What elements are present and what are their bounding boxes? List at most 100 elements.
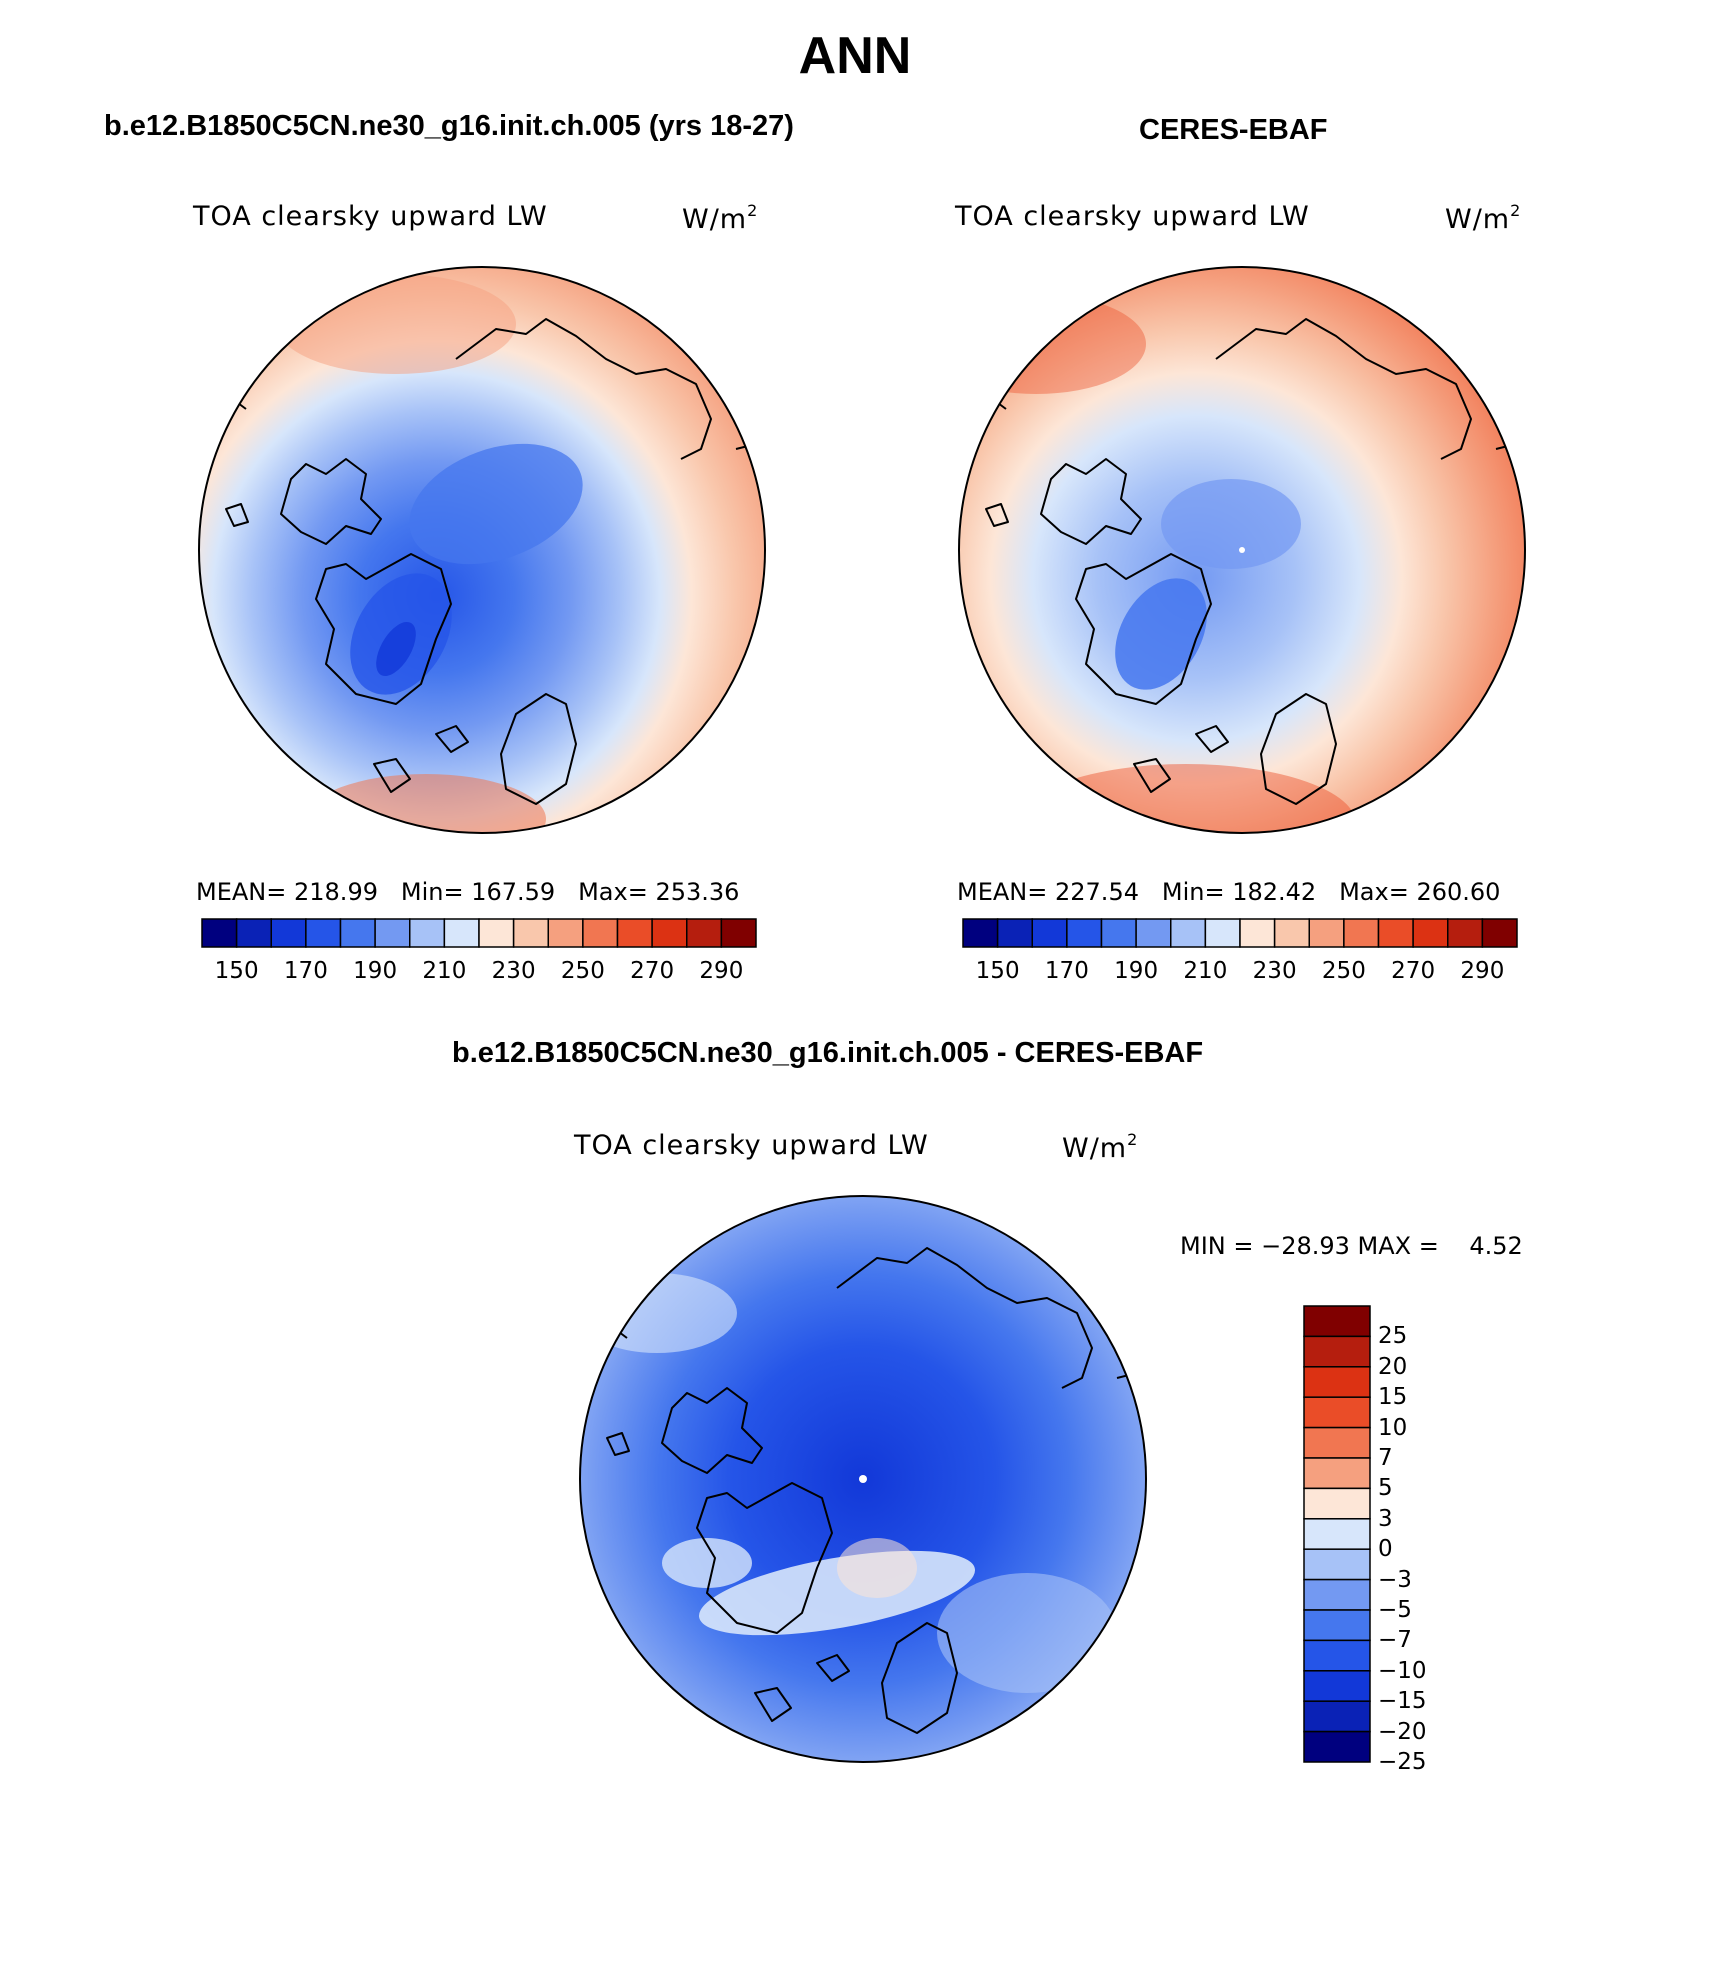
diff-colorbar	[1303, 1305, 1371, 1763]
colorbar-tick-label: −10	[1378, 1657, 1427, 1684]
colorbar-tick-label: 170	[283, 958, 328, 984]
colorbar-swatch	[1303, 1518, 1371, 1550]
colorbar-swatch	[582, 918, 619, 948]
colorbar-swatch	[1412, 918, 1449, 948]
diff-variable: TOA clearsky upward LW	[574, 1130, 929, 1161]
colorbar-tick-label: 270	[1391, 958, 1436, 984]
colorbar-swatch	[1303, 1700, 1371, 1733]
colorbar-tick-label: 5	[1378, 1475, 1393, 1502]
colorbar-swatch	[686, 918, 723, 948]
colorbar-swatch	[1100, 918, 1137, 948]
panel-1-stats: MEAN= 218.99 Min= 167.59 Max= 253.36	[196, 878, 740, 906]
colorbar-swatch	[1303, 1457, 1371, 1490]
colorbar-tick-label: 210	[1183, 958, 1228, 984]
colorbar-tick-label: 150	[975, 958, 1020, 984]
colorbar-swatch	[1308, 918, 1345, 948]
colorbar-swatch	[1204, 918, 1241, 948]
page-title: ANN	[798, 27, 912, 85]
colorbar-tick-label: −5	[1378, 1597, 1412, 1623]
colorbar-swatch	[1377, 918, 1414, 948]
colorbar-tick-label: 170	[1044, 958, 1089, 984]
colorbar-tick-label: 250	[560, 958, 605, 984]
panel-1-colorbar	[201, 918, 757, 948]
panel-1-map	[196, 264, 768, 836]
colorbar-swatch	[305, 918, 342, 948]
colorbar-swatch	[512, 918, 549, 948]
colorbar-swatch	[1303, 1305, 1371, 1338]
colorbar-swatch	[1303, 1396, 1371, 1429]
colorbar-tick-label: −20	[1378, 1718, 1427, 1745]
colorbar-swatch	[201, 918, 238, 948]
colorbar-tick-label: 190	[353, 958, 398, 984]
colorbar-swatch	[235, 918, 272, 948]
colorbar-tick-label: 230	[491, 958, 536, 984]
colorbar-swatch	[339, 918, 376, 948]
panel-1-units: W/m2	[682, 201, 759, 235]
colorbar-swatch	[1303, 1609, 1371, 1642]
colorbar-swatch	[616, 918, 653, 948]
panel-2-map	[956, 264, 1528, 836]
colorbar-swatch	[409, 918, 446, 948]
colorbar-swatch	[270, 918, 307, 948]
colorbar-tick-label: 15	[1378, 1384, 1408, 1411]
colorbar-swatch	[1303, 1426, 1371, 1459]
colorbar-tick-label: 290	[699, 958, 744, 984]
colorbar-swatch	[1481, 918, 1518, 948]
colorbar-swatch	[374, 918, 411, 948]
colorbar-tick-label: 290	[1460, 958, 1505, 984]
diff-minmax: MIN = −28.93 MAX = 4.52	[1180, 1232, 1523, 1260]
colorbar-tick-label: 190	[1114, 958, 1159, 984]
colorbar-swatch	[1273, 918, 1310, 948]
colorbar-swatch	[1066, 918, 1103, 948]
colorbar-swatch	[443, 918, 480, 948]
colorbar-tick-label: 20	[1378, 1353, 1408, 1380]
colorbar-swatch	[1303, 1487, 1371, 1520]
colorbar-swatch	[1170, 918, 1207, 948]
colorbar-swatch	[1447, 918, 1484, 948]
panel-2-units: W/m2	[1445, 201, 1522, 235]
colorbar-swatch	[1303, 1730, 1371, 1763]
diff-units: W/m2	[1062, 1130, 1139, 1164]
colorbar-tick-label: 0	[1378, 1536, 1393, 1563]
colorbar-swatch	[547, 918, 584, 948]
colorbar-tick-label: 25	[1378, 1323, 1408, 1350]
colorbar-swatch	[1343, 918, 1380, 948]
colorbar-swatch	[1135, 918, 1172, 948]
panel-1-title: b.e12.B1850C5CN.ne30_g16.init.ch.005 (yr…	[104, 110, 794, 142]
colorbar-swatch	[1303, 1366, 1371, 1398]
colorbar-tick-label: 10	[1378, 1414, 1408, 1441]
panel-2-colorbar-ticks: 150 170 190 210 230 250 270 290	[962, 960, 1518, 990]
colorbar-swatch	[1239, 918, 1276, 948]
colorbar-swatch	[651, 918, 688, 948]
colorbar-tick-label: −7	[1378, 1627, 1412, 1654]
colorbar-tick-label: 270	[630, 958, 675, 984]
panel-2-title: CERES-EBAF	[1139, 114, 1328, 146]
colorbar-tick-label: −15	[1378, 1688, 1427, 1715]
panel-2-variable: TOA clearsky upward LW	[955, 201, 1310, 232]
colorbar-tick-label: −25	[1378, 1749, 1427, 1775]
diff-map	[577, 1193, 1149, 1765]
colorbar-swatch	[1031, 918, 1068, 948]
colorbar-swatch	[1303, 1335, 1371, 1368]
colorbar-swatch	[996, 918, 1033, 948]
colorbar-tick-label: 210	[422, 958, 467, 984]
colorbar-tick-label: 150	[214, 958, 259, 984]
panel-2-stats: MEAN= 227.54 Min= 182.42 Max= 260.60	[957, 878, 1501, 906]
colorbar-swatch	[1303, 1548, 1371, 1581]
colorbar-swatch	[478, 918, 515, 948]
colorbar-tick-label: −3	[1378, 1566, 1412, 1593]
panel-1-colorbar-ticks: 150 170 190 210 230 250 270 290	[201, 960, 757, 990]
panel-1-variable: TOA clearsky upward LW	[193, 201, 548, 232]
colorbar-swatch	[1303, 1670, 1371, 1702]
diff-title: b.e12.B1850C5CN.ne30_g16.init.ch.005 - C…	[452, 1037, 1204, 1069]
diff-colorbar-ticks: 25 20 15 10 7 5 3 0 −3 −5 −7 −10 −15 −20 −25	[1378, 1305, 1498, 1774]
colorbar-tick-label: 250	[1321, 958, 1366, 984]
colorbar-tick-label: 3	[1378, 1505, 1393, 1532]
colorbar-swatch	[1303, 1639, 1371, 1672]
colorbar-tick-label: 7	[1378, 1445, 1393, 1471]
colorbar-swatch	[962, 918, 999, 948]
colorbar-tick-label: 230	[1252, 958, 1297, 984]
colorbar-swatch	[1303, 1578, 1371, 1611]
colorbar-swatch	[720, 918, 757, 948]
panel-2-colorbar	[962, 918, 1518, 948]
